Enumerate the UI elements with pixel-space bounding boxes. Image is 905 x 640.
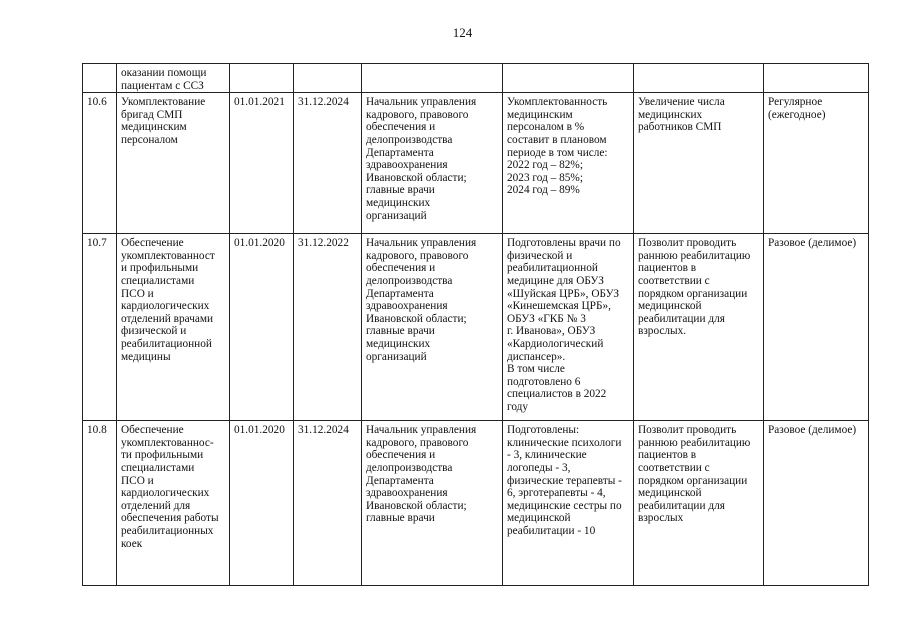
cell-responsible: Начальник управления кадрового, правовог… (361, 233, 503, 422)
cell-expected-result: Увеличение числа медицинских работников … (633, 92, 764, 235)
cell-measure-type: Разовое (делимое) (763, 420, 869, 587)
cell-responsible: Начальник управления кадрового, правовог… (361, 92, 503, 235)
cell-item-number: 10.7 (82, 233, 117, 422)
table-row: 10.7 Обеспечение укомплектованност и проф… (82, 233, 869, 422)
cell-measure-name: оказании помощи пациентам с ССЗ (116, 62, 230, 94)
cell-measure-name: Обеспечение укомплектованнос- ти профиль… (116, 420, 230, 587)
cell-start-date: 01.01.2020 (229, 233, 294, 422)
cell-measure-type (763, 62, 869, 94)
cell-item-number: 10.6 (82, 92, 117, 235)
cell-measure-type: Регулярное (ежегодное) (763, 92, 869, 235)
cell-end-date (293, 62, 362, 94)
cell-item-number (82, 62, 117, 94)
cell-item-number: 10.8 (82, 420, 117, 587)
cell-start-date (229, 62, 294, 94)
cell-responsible: Начальник управления кадрового, правовог… (361, 420, 503, 587)
table-row: 10.8 Обеспечение укомплектованнос- ти про… (82, 420, 869, 587)
cell-expected-result (633, 62, 764, 94)
cell-start-date: 01.01.2020 (229, 420, 294, 587)
cell-end-date: 31.12.2022 (293, 233, 362, 422)
cell-start-date: 01.01.2021 (229, 92, 294, 235)
cell-expected-result: Позволит проводить раннюю реабилитацию п… (633, 233, 764, 422)
cell-measure-type: Разовое (делимое) (763, 233, 869, 422)
cell-indicator: Укомплектованность медицинским персонало… (502, 92, 634, 235)
cell-responsible (361, 62, 503, 94)
cell-measure-name: Обеспечение укомплектованност и профильн… (116, 233, 230, 422)
table-row: оказании помощи пациентам с ССЗ (82, 62, 869, 94)
table-row: 10.6 Укомплектование бригад СМП медицинск… (82, 92, 869, 235)
cell-indicator (502, 62, 634, 94)
cell-expected-result: Позволит проводить раннюю реабилитацию п… (633, 420, 764, 587)
measures-table: оказании помощи пациентам с ССЗ 10.6 Укомп… (82, 62, 869, 587)
cell-measure-name: Укомплектование бригад СМП медицинским п… (116, 92, 230, 235)
cell-indicator: Подготовлены: клинические психологи - 3,… (502, 420, 634, 587)
page-number: 124 (452, 25, 473, 40)
cell-end-date: 31.12.2024 (293, 420, 362, 587)
cell-indicator: Подготовлены врачи по физической и реаби… (502, 233, 634, 422)
cell-end-date: 31.12.2024 (293, 92, 362, 235)
